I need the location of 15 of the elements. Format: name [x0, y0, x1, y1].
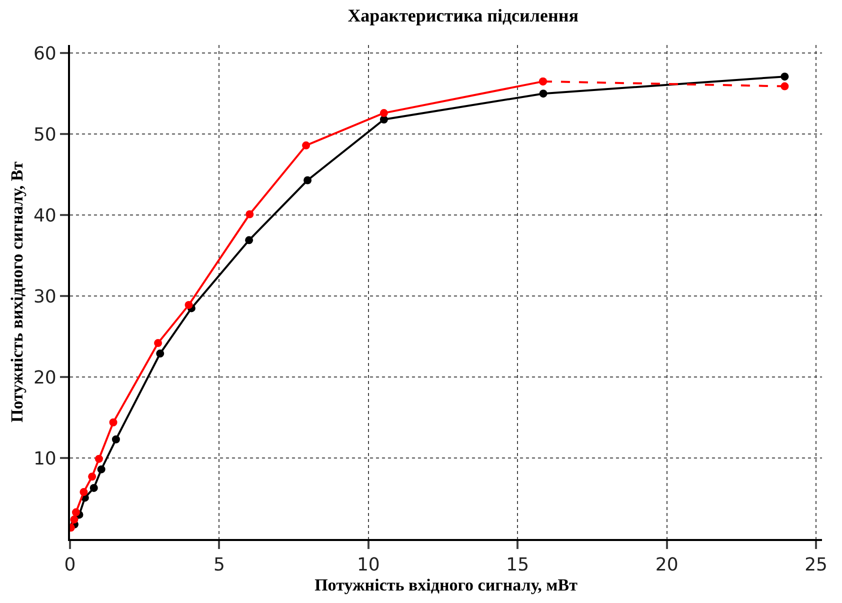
y-tick-label: 40	[33, 205, 56, 226]
x-tick-label: 15	[506, 554, 530, 576]
x-tick-label: 25	[804, 554, 828, 576]
y-tick-label: 50	[33, 124, 56, 146]
y-tick-label: 60	[33, 43, 56, 64]
y-tick-label: 20	[33, 367, 56, 388]
y-tick-label: 10	[33, 448, 56, 470]
chart-title: Характеристика підсилення	[348, 6, 579, 26]
y-tick-label: 30	[33, 286, 56, 308]
x-tick-label: 0	[64, 554, 76, 576]
x-tick-label: 20	[655, 554, 678, 576]
y-axis-title: Потужність вихідного сигналу, Вт	[8, 160, 27, 423]
x-axis-title: Потужність вхідного сигналу, мВт	[314, 576, 578, 595]
x-tick-label: 10	[356, 554, 380, 576]
x-tick-label: 5	[213, 554, 225, 576]
